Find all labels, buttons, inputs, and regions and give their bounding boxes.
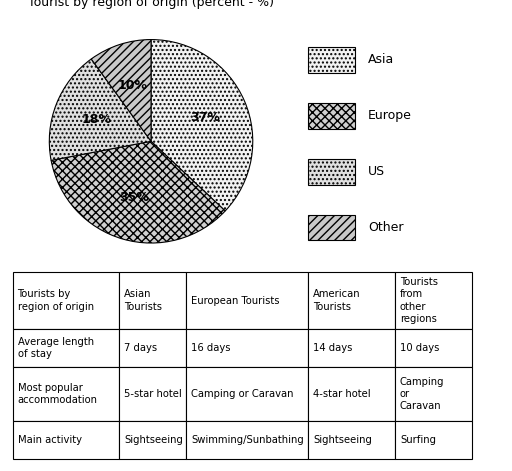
Bar	[13, 367, 119, 421]
Text: Other: Other	[368, 221, 403, 234]
Text: 37%: 37%	[190, 111, 220, 124]
Bar	[13, 329, 119, 367]
Text: 5-star hotel: 5-star hotel	[124, 389, 182, 399]
Text: Asia: Asia	[368, 53, 394, 66]
Bar	[395, 329, 472, 367]
FancyBboxPatch shape	[308, 103, 355, 129]
Text: 18%: 18%	[81, 113, 111, 126]
Text: American
Tourists: American Tourists	[313, 289, 360, 312]
Text: Asian
Tourists: Asian Tourists	[124, 289, 162, 312]
Text: Most popular
accommodation: Most popular accommodation	[17, 383, 97, 405]
Bar	[186, 421, 308, 459]
Text: European Tourists: European Tourists	[191, 296, 280, 306]
Bar	[308, 421, 395, 459]
Bar	[119, 367, 186, 421]
Text: 16 days: 16 days	[191, 343, 231, 353]
Wedge shape	[91, 40, 151, 141]
Wedge shape	[49, 59, 151, 160]
Text: Camping or Caravan: Camping or Caravan	[191, 389, 294, 399]
Bar	[395, 367, 472, 421]
Text: Average length
of stay: Average length of stay	[17, 337, 94, 359]
Bar	[395, 421, 472, 459]
Bar	[13, 421, 119, 459]
Text: Tourists
from
other
regions: Tourists from other regions	[400, 277, 438, 324]
Text: 10 days: 10 days	[400, 343, 439, 353]
Text: Europe: Europe	[368, 109, 412, 122]
Bar	[395, 272, 472, 329]
Text: Camping
or
Caravan: Camping or Caravan	[400, 377, 444, 412]
Bar	[186, 367, 308, 421]
Bar	[119, 421, 186, 459]
Bar	[186, 329, 308, 367]
Text: 35%: 35%	[120, 192, 150, 204]
Text: 4-star hotel: 4-star hotel	[313, 389, 371, 399]
Text: Sightseeing: Sightseeing	[124, 435, 183, 445]
Text: 10%: 10%	[118, 79, 148, 92]
FancyBboxPatch shape	[308, 47, 355, 73]
Bar	[308, 272, 395, 329]
Bar	[308, 367, 395, 421]
FancyBboxPatch shape	[308, 215, 355, 241]
Text: 7 days: 7 days	[124, 343, 157, 353]
Bar	[119, 329, 186, 367]
Wedge shape	[51, 141, 225, 243]
Text: US: US	[368, 165, 385, 179]
FancyBboxPatch shape	[308, 159, 355, 185]
Text: Swimming/Sunbathing: Swimming/Sunbathing	[191, 435, 304, 445]
Bar	[119, 272, 186, 329]
Text: Tourists by
region of origin: Tourists by region of origin	[17, 289, 94, 312]
Bar	[13, 272, 119, 329]
Title: Tourist by region of origin (percent - %): Tourist by region of origin (percent - %…	[28, 0, 274, 9]
Text: Main activity: Main activity	[17, 435, 81, 445]
Wedge shape	[151, 40, 253, 211]
Text: Sightseeing: Sightseeing	[313, 435, 372, 445]
Text: 14 days: 14 days	[313, 343, 352, 353]
Bar	[186, 272, 308, 329]
Text: Surfing: Surfing	[400, 435, 436, 445]
Bar	[308, 329, 395, 367]
